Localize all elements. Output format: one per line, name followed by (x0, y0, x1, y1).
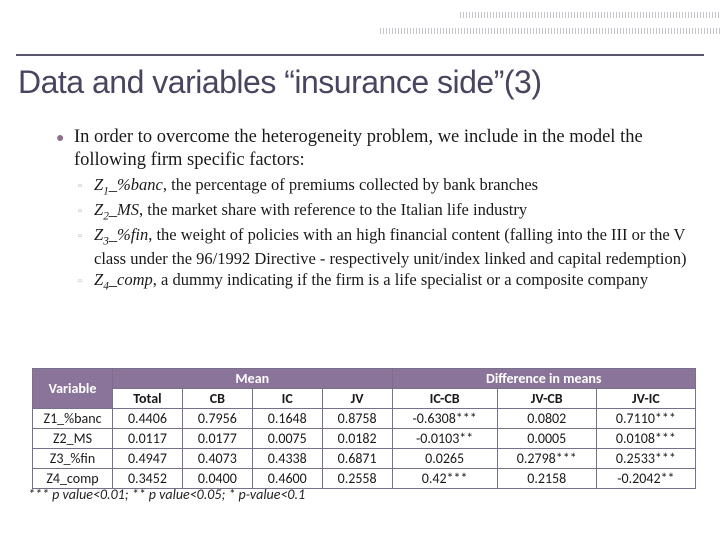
sub-item-4: Z4_comp, a dummy indicating if the firm … (94, 270, 690, 294)
cell: -0.2042** (596, 469, 695, 489)
cell: 0.4406 (113, 409, 183, 429)
cell: 0.0802 (497, 409, 596, 429)
stats-table: Variable Mean Difference in means Total … (32, 368, 696, 489)
cell: 0.7110*** (596, 409, 695, 429)
cell: 0.7956 (182, 409, 252, 429)
cell: 0.0005 (497, 429, 596, 449)
cell: 0.0075 (252, 429, 322, 449)
cell: 0.2158 (497, 469, 596, 489)
cell: 0.6871 (322, 449, 392, 469)
footnote: *** p value<0.01; ** p value<0.05; * p-v… (28, 486, 305, 503)
stats-table-container: Variable Mean Difference in means Total … (32, 368, 696, 489)
body-content: ● In order to overcome the heterogeneity… (56, 126, 690, 295)
table-row: Z1_%banc 0.4406 0.7956 0.1648 0.8758 -0.… (33, 409, 696, 429)
th-jv: JV (322, 389, 392, 409)
th-total: Total (113, 389, 183, 409)
cell: 0.4947 (113, 449, 183, 469)
sub-bullet-icon: ▫ (78, 270, 94, 294)
sub-item-2: Z2_MS, the market share with reference t… (94, 200, 690, 224)
cell: 0.2533*** (596, 449, 695, 469)
cell: 0.0265 (392, 449, 497, 469)
sub-item-3: Z3_%fin, the weight of policies with an … (94, 225, 690, 269)
cell: 0.2798*** (497, 449, 596, 469)
cell: 0.0177 (182, 429, 252, 449)
cell-var: Z1_%banc (33, 409, 113, 429)
cell: 0.0108*** (596, 429, 695, 449)
th-jvic: JV-IC (596, 389, 695, 409)
sub-item-1: Z1_%banc, the percentage of premiums col… (94, 175, 690, 199)
cell: -0.6308*** (392, 409, 497, 429)
sub-bullet-icon: ▫ (78, 225, 94, 269)
th-diff: Difference in means (392, 369, 695, 389)
sub-bullet-icon: ▫ (78, 175, 94, 199)
th-jvcb: JV-CB (497, 389, 596, 409)
th-variable: Variable (33, 369, 113, 409)
header-decoration (0, 0, 720, 60)
cell: 0.2558 (322, 469, 392, 489)
cell: -0.0103** (392, 429, 497, 449)
cell: 0.42*** (392, 469, 497, 489)
cell-var: Z2_MS (33, 429, 113, 449)
table-row: Z3_%fin 0.4947 0.4073 0.4338 0.6871 0.02… (33, 449, 696, 469)
cell: 0.4073 (182, 449, 252, 469)
cell: 0.4338 (252, 449, 322, 469)
intro-text: In order to overcome the heterogeneity p… (74, 126, 690, 171)
th-cb: CB (182, 389, 252, 409)
sub-bullet-icon: ▫ (78, 200, 94, 224)
cell: 0.8758 (322, 409, 392, 429)
th-ic: IC (252, 389, 322, 409)
bullet-icon: ● (56, 126, 74, 171)
cell-var: Z3_%fin (33, 449, 113, 469)
th-mean: Mean (113, 369, 393, 389)
slide-title: Data and variables “insurance side”(3) (18, 64, 702, 101)
table-row: Z2_MS 0.0117 0.0177 0.0075 0.0182 -0.010… (33, 429, 696, 449)
cell: 0.1648 (252, 409, 322, 429)
cell: 0.0182 (322, 429, 392, 449)
cell: 0.0117 (113, 429, 183, 449)
th-iccb: IC-CB (392, 389, 497, 409)
